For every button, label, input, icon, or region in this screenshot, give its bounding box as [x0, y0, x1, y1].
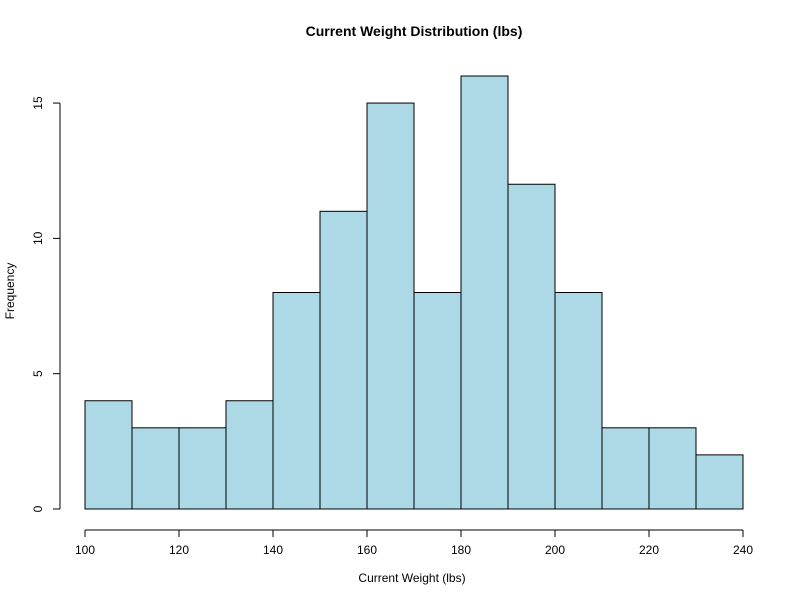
- histogram-bar: [272, 292, 321, 510]
- histogram-bar: [225, 400, 274, 510]
- x-tick-label: 100: [75, 543, 95, 557]
- histogram-bar: [84, 400, 133, 510]
- histogram-bar: [131, 427, 180, 510]
- y-axis: 0 5 10 15: [31, 96, 61, 512]
- histogram-bar: [178, 427, 227, 510]
- histogram-bar: [554, 292, 603, 510]
- y-tick-label: 5: [31, 370, 45, 377]
- x-tick-label: 200: [545, 543, 565, 557]
- histogram-bar: [319, 210, 368, 510]
- x-axis: 100 120 140 160 180 200 220 240: [75, 529, 753, 557]
- y-axis-label: Frequency: [3, 263, 17, 320]
- histogram-bar: [695, 454, 744, 510]
- x-tick-label: 120: [169, 543, 189, 557]
- bars-group: [84, 75, 744, 510]
- x-tick-label: 160: [357, 543, 377, 557]
- chart-title: Current Weight Distribution (lbs): [306, 23, 523, 39]
- x-axis-label: Current Weight (lbs): [358, 571, 465, 585]
- x-tick-label: 180: [451, 543, 471, 557]
- x-tick-label: 240: [733, 543, 753, 557]
- y-tick-label: 0: [31, 505, 45, 512]
- histogram-bar: [460, 75, 509, 510]
- x-tick-label: 220: [639, 543, 659, 557]
- histogram-bar: [366, 102, 415, 510]
- histogram-bar: [601, 427, 650, 510]
- histogram-bar: [648, 427, 697, 510]
- histogram-bar: [507, 183, 556, 510]
- y-tick-label: 15: [31, 96, 45, 110]
- histogram-bar: [413, 292, 462, 510]
- x-tick-label: 140: [263, 543, 283, 557]
- y-tick-label: 10: [31, 231, 45, 245]
